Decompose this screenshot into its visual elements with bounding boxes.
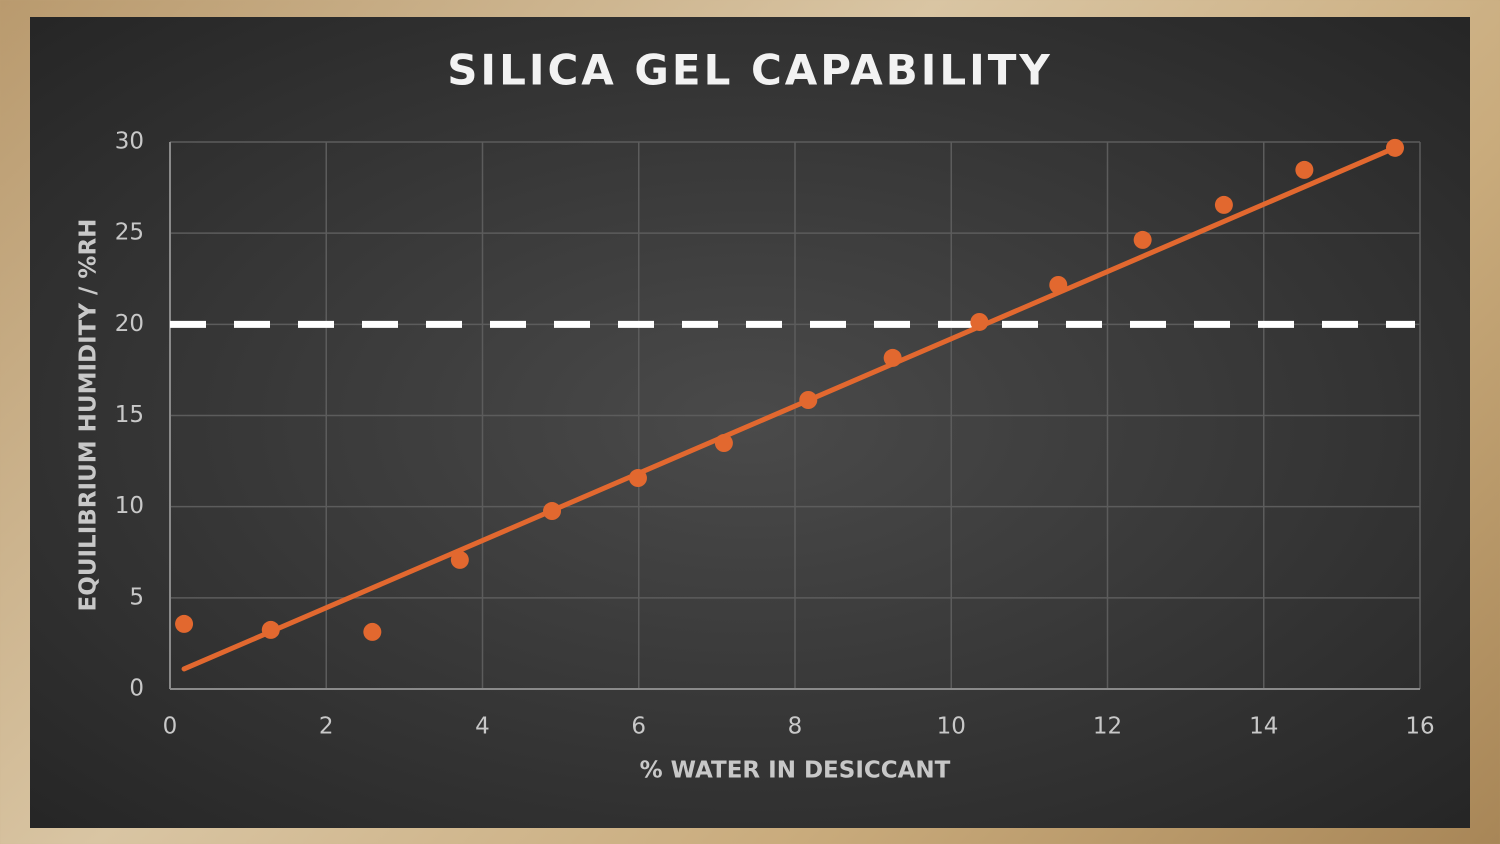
chart-title: SILICA GEL CAPABILITY — [447, 46, 1053, 95]
data-point — [628, 469, 647, 488]
data-point — [883, 348, 902, 367]
y-tick-label: 15 — [115, 402, 144, 428]
trendline — [181, 145, 1398, 672]
y-axis-title: EQUILIBRIUM HUMIDITY / %RH — [76, 219, 102, 612]
data-point — [1049, 275, 1068, 294]
x-tick-label: 10 — [937, 714, 966, 740]
data-point — [175, 614, 194, 633]
y-tick-label: 25 — [115, 220, 144, 246]
chart-panel — [30, 17, 1470, 828]
y-tick-label: 10 — [115, 493, 144, 519]
data-point — [1295, 160, 1314, 179]
x-tick-label: 12 — [1093, 714, 1122, 740]
y-tick-label: 20 — [115, 311, 144, 337]
y-tick-label: 5 — [129, 584, 144, 610]
x-tick-label: 4 — [475, 714, 490, 740]
x-tick-label: 0 — [163, 714, 178, 740]
data-point — [543, 502, 562, 521]
data-point — [1133, 230, 1152, 249]
data-point — [970, 312, 989, 331]
data-point — [261, 620, 280, 639]
x-axis-title: % WATER IN DESICCANT — [640, 758, 951, 784]
x-tick-label: 8 — [788, 714, 803, 740]
data-point — [799, 391, 818, 410]
x-tick-label: 6 — [631, 714, 646, 740]
data-point — [450, 550, 469, 569]
data-point — [1214, 195, 1233, 214]
x-tick-label: 16 — [1405, 714, 1434, 740]
data-point — [714, 434, 733, 453]
y-tick-label: 0 — [129, 676, 144, 702]
x-tick-label: 14 — [1249, 714, 1278, 740]
data-point — [1386, 138, 1404, 157]
y-tick-label: 30 — [115, 129, 144, 155]
data-point — [363, 622, 382, 641]
x-tick-label: 2 — [319, 714, 334, 740]
